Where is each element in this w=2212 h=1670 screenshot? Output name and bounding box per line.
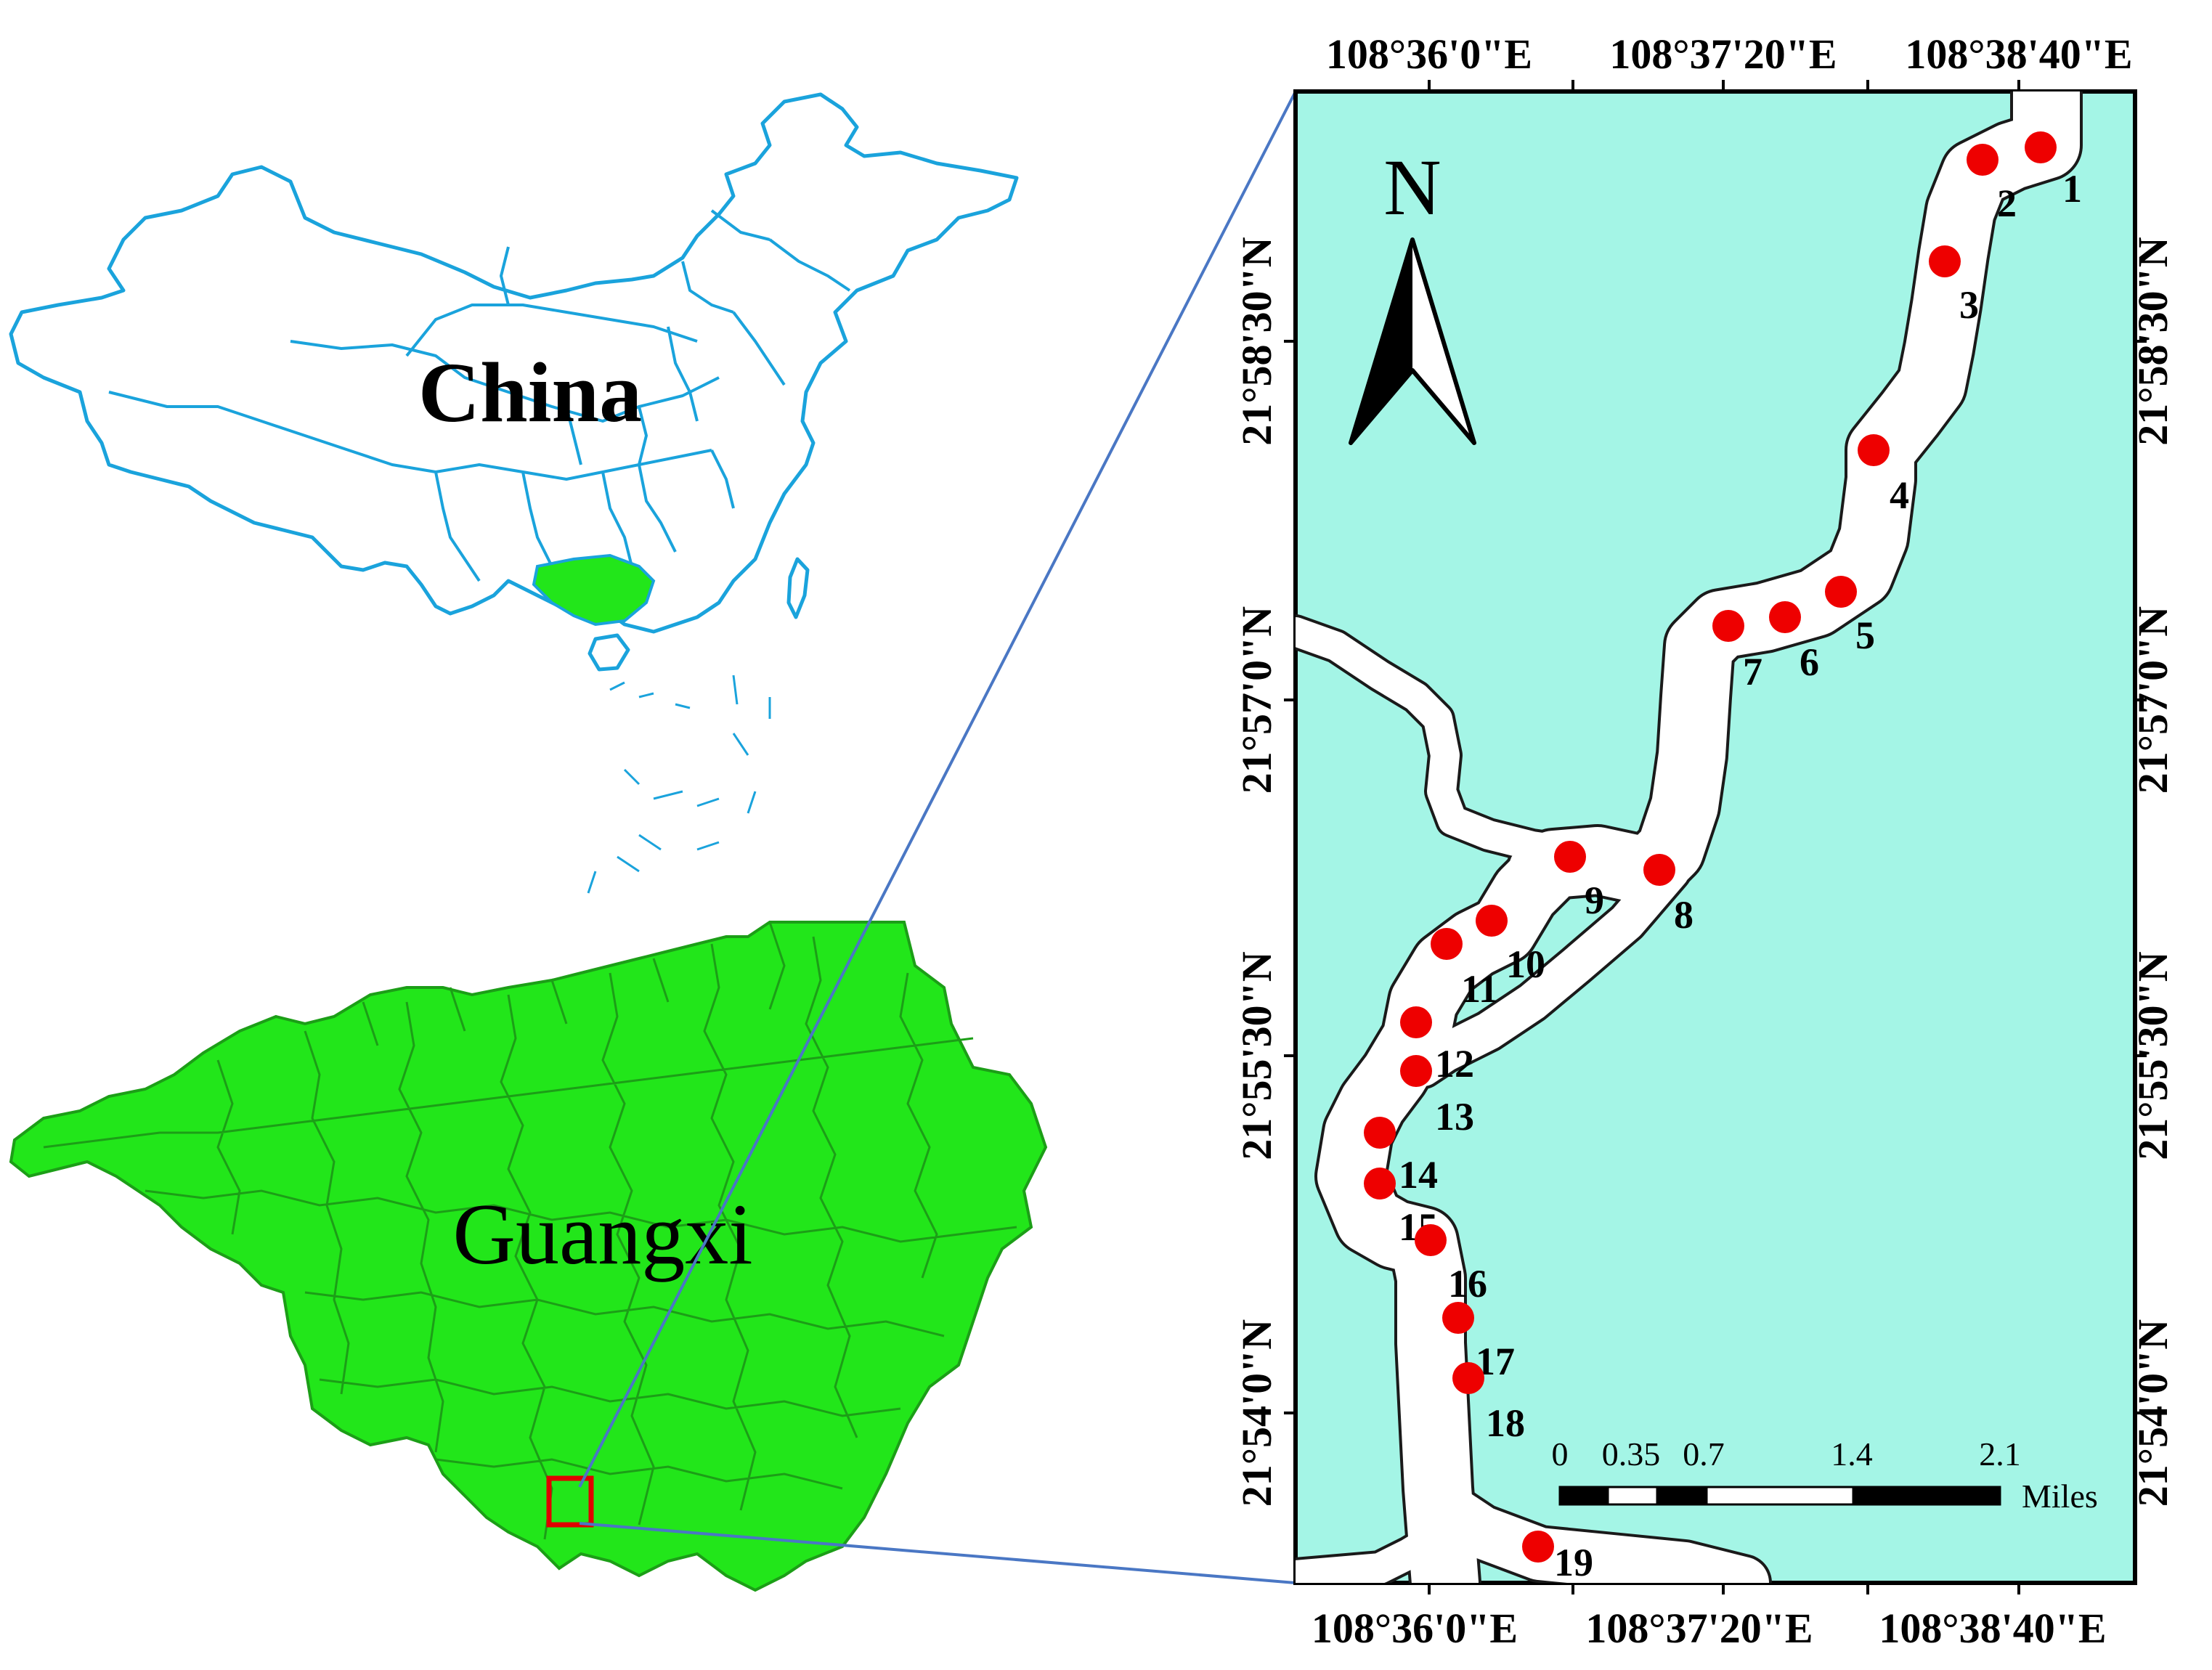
guangxi-highlight-china: [532, 553, 656, 627]
site-18: 18: [1452, 1362, 1525, 1445]
site-5: 5: [1825, 576, 1875, 657]
china-map: [9, 92, 1019, 894]
svg-text:11: 11: [1461, 967, 1498, 1011]
north-label: N: [1383, 143, 1441, 232]
lon-top-1: 108°36'0"E: [1326, 30, 1532, 78]
guangxi-label: Guangxi: [452, 1186, 752, 1282]
svg-text:18: 18: [1486, 1401, 1525, 1445]
site-14: 14: [1364, 1117, 1438, 1197]
site-6: 6: [1769, 601, 1819, 684]
site-12: 12: [1400, 1006, 1474, 1086]
taiwan-outline: [786, 557, 810, 619]
china-outline: [9, 92, 1019, 634]
svg-text:7: 7: [1743, 650, 1762, 693]
lat-right-3: 21°55'30"N: [2129, 951, 2176, 1160]
site-4: 4: [1858, 434, 1909, 517]
svg-text:2: 2: [1997, 182, 2017, 225]
china-label: China: [418, 345, 642, 440]
lat-left-3: 21°55'30"N: [1233, 951, 1280, 1160]
svg-text:14: 14: [1399, 1153, 1438, 1197]
svg-text:19: 19: [1554, 1541, 1593, 1584]
locator-box: [546, 1475, 594, 1528]
scale-label-0: 0: [1552, 1435, 1569, 1473]
guangxi-shape: [9, 921, 1048, 1592]
south-china-sea-islands: [587, 675, 771, 894]
svg-text:8: 8: [1674, 893, 1693, 937]
scale-unit: Miles: [2022, 1478, 2098, 1515]
scale-bar-segments: [1558, 1486, 2001, 1506]
svg-text:9: 9: [1585, 879, 1604, 922]
scale-label-2: 0.7: [1683, 1435, 1725, 1473]
site-13: 13: [1400, 1055, 1474, 1139]
svg-text:1: 1: [2062, 167, 2082, 211]
hainan-outline: [587, 633, 630, 672]
svg-text:12: 12: [1435, 1042, 1474, 1086]
lon-bottom-3: 108°38'40"E: [1879, 1605, 2106, 1652]
north-arrow: N: [1349, 143, 1476, 445]
scale-label-1: 0.35: [1602, 1435, 1661, 1473]
guangxi-county-borders: [43, 921, 1017, 1540]
site-9: 9: [1554, 841, 1604, 922]
site-7: 7: [1712, 610, 1762, 693]
svg-text:3: 3: [1959, 283, 1979, 327]
scale-label-3: 1.4: [1831, 1435, 1873, 1473]
svg-text:16: 16: [1448, 1262, 1487, 1306]
lat-left-4: 21°54'0"N: [1233, 1319, 1280, 1507]
lat-right-1: 21°58'30"N: [2129, 237, 2176, 446]
site-19: 19: [1522, 1531, 1593, 1584]
guangxi-map: [9, 921, 1048, 1592]
site-3: 3: [1929, 245, 1979, 327]
site-11: 11: [1431, 928, 1498, 1011]
lat-right-2: 21°57'0"N: [2129, 606, 2176, 794]
connector-lines: [578, 91, 1297, 1584]
lat-right-4: 21°54'0"N: [2129, 1319, 2176, 1507]
lon-bottom-1: 108°36'0"E: [1312, 1605, 1518, 1652]
site-1: 1: [2025, 131, 2082, 211]
site-8: 8: [1643, 854, 1693, 937]
site-16: 16: [1415, 1224, 1487, 1306]
china-province-borders: [108, 209, 851, 596]
graticule-ticks: [1284, 80, 2147, 1594]
lon-top-3: 108°38'40"E: [1905, 30, 2132, 78]
lon-bottom-2: 108°37'20"E: [1585, 1605, 1813, 1652]
svg-text:5: 5: [1855, 614, 1875, 657]
detail-map: 1 2 3 4 5 6 7 8 9 10 11 12 13 14 15 16 1…: [1233, 30, 2176, 1652]
svg-text:10: 10: [1506, 942, 1545, 986]
lon-top-2: 108°37'20"E: [1609, 30, 1837, 78]
svg-text:4: 4: [1890, 473, 1909, 517]
lat-left-2: 21°57'0"N: [1233, 606, 1280, 794]
svg-text:6: 6: [1800, 640, 1819, 684]
svg-text:13: 13: [1435, 1095, 1474, 1139]
site-10: 10: [1476, 905, 1545, 986]
sampling-sites: 1 2 3 4 5 6 7 8 9 10 11 12 13 14 15 16 1…: [1364, 131, 2082, 1584]
site-2: 2: [1967, 144, 2017, 225]
scale-bar: 0 0.35 0.7 1.4 2.1 Miles: [1552, 1435, 2098, 1515]
scale-label-4: 2.1: [1979, 1435, 2021, 1473]
river-network: [1296, 91, 2083, 1583]
lat-left-1: 21°58'30"N: [1233, 237, 1280, 446]
